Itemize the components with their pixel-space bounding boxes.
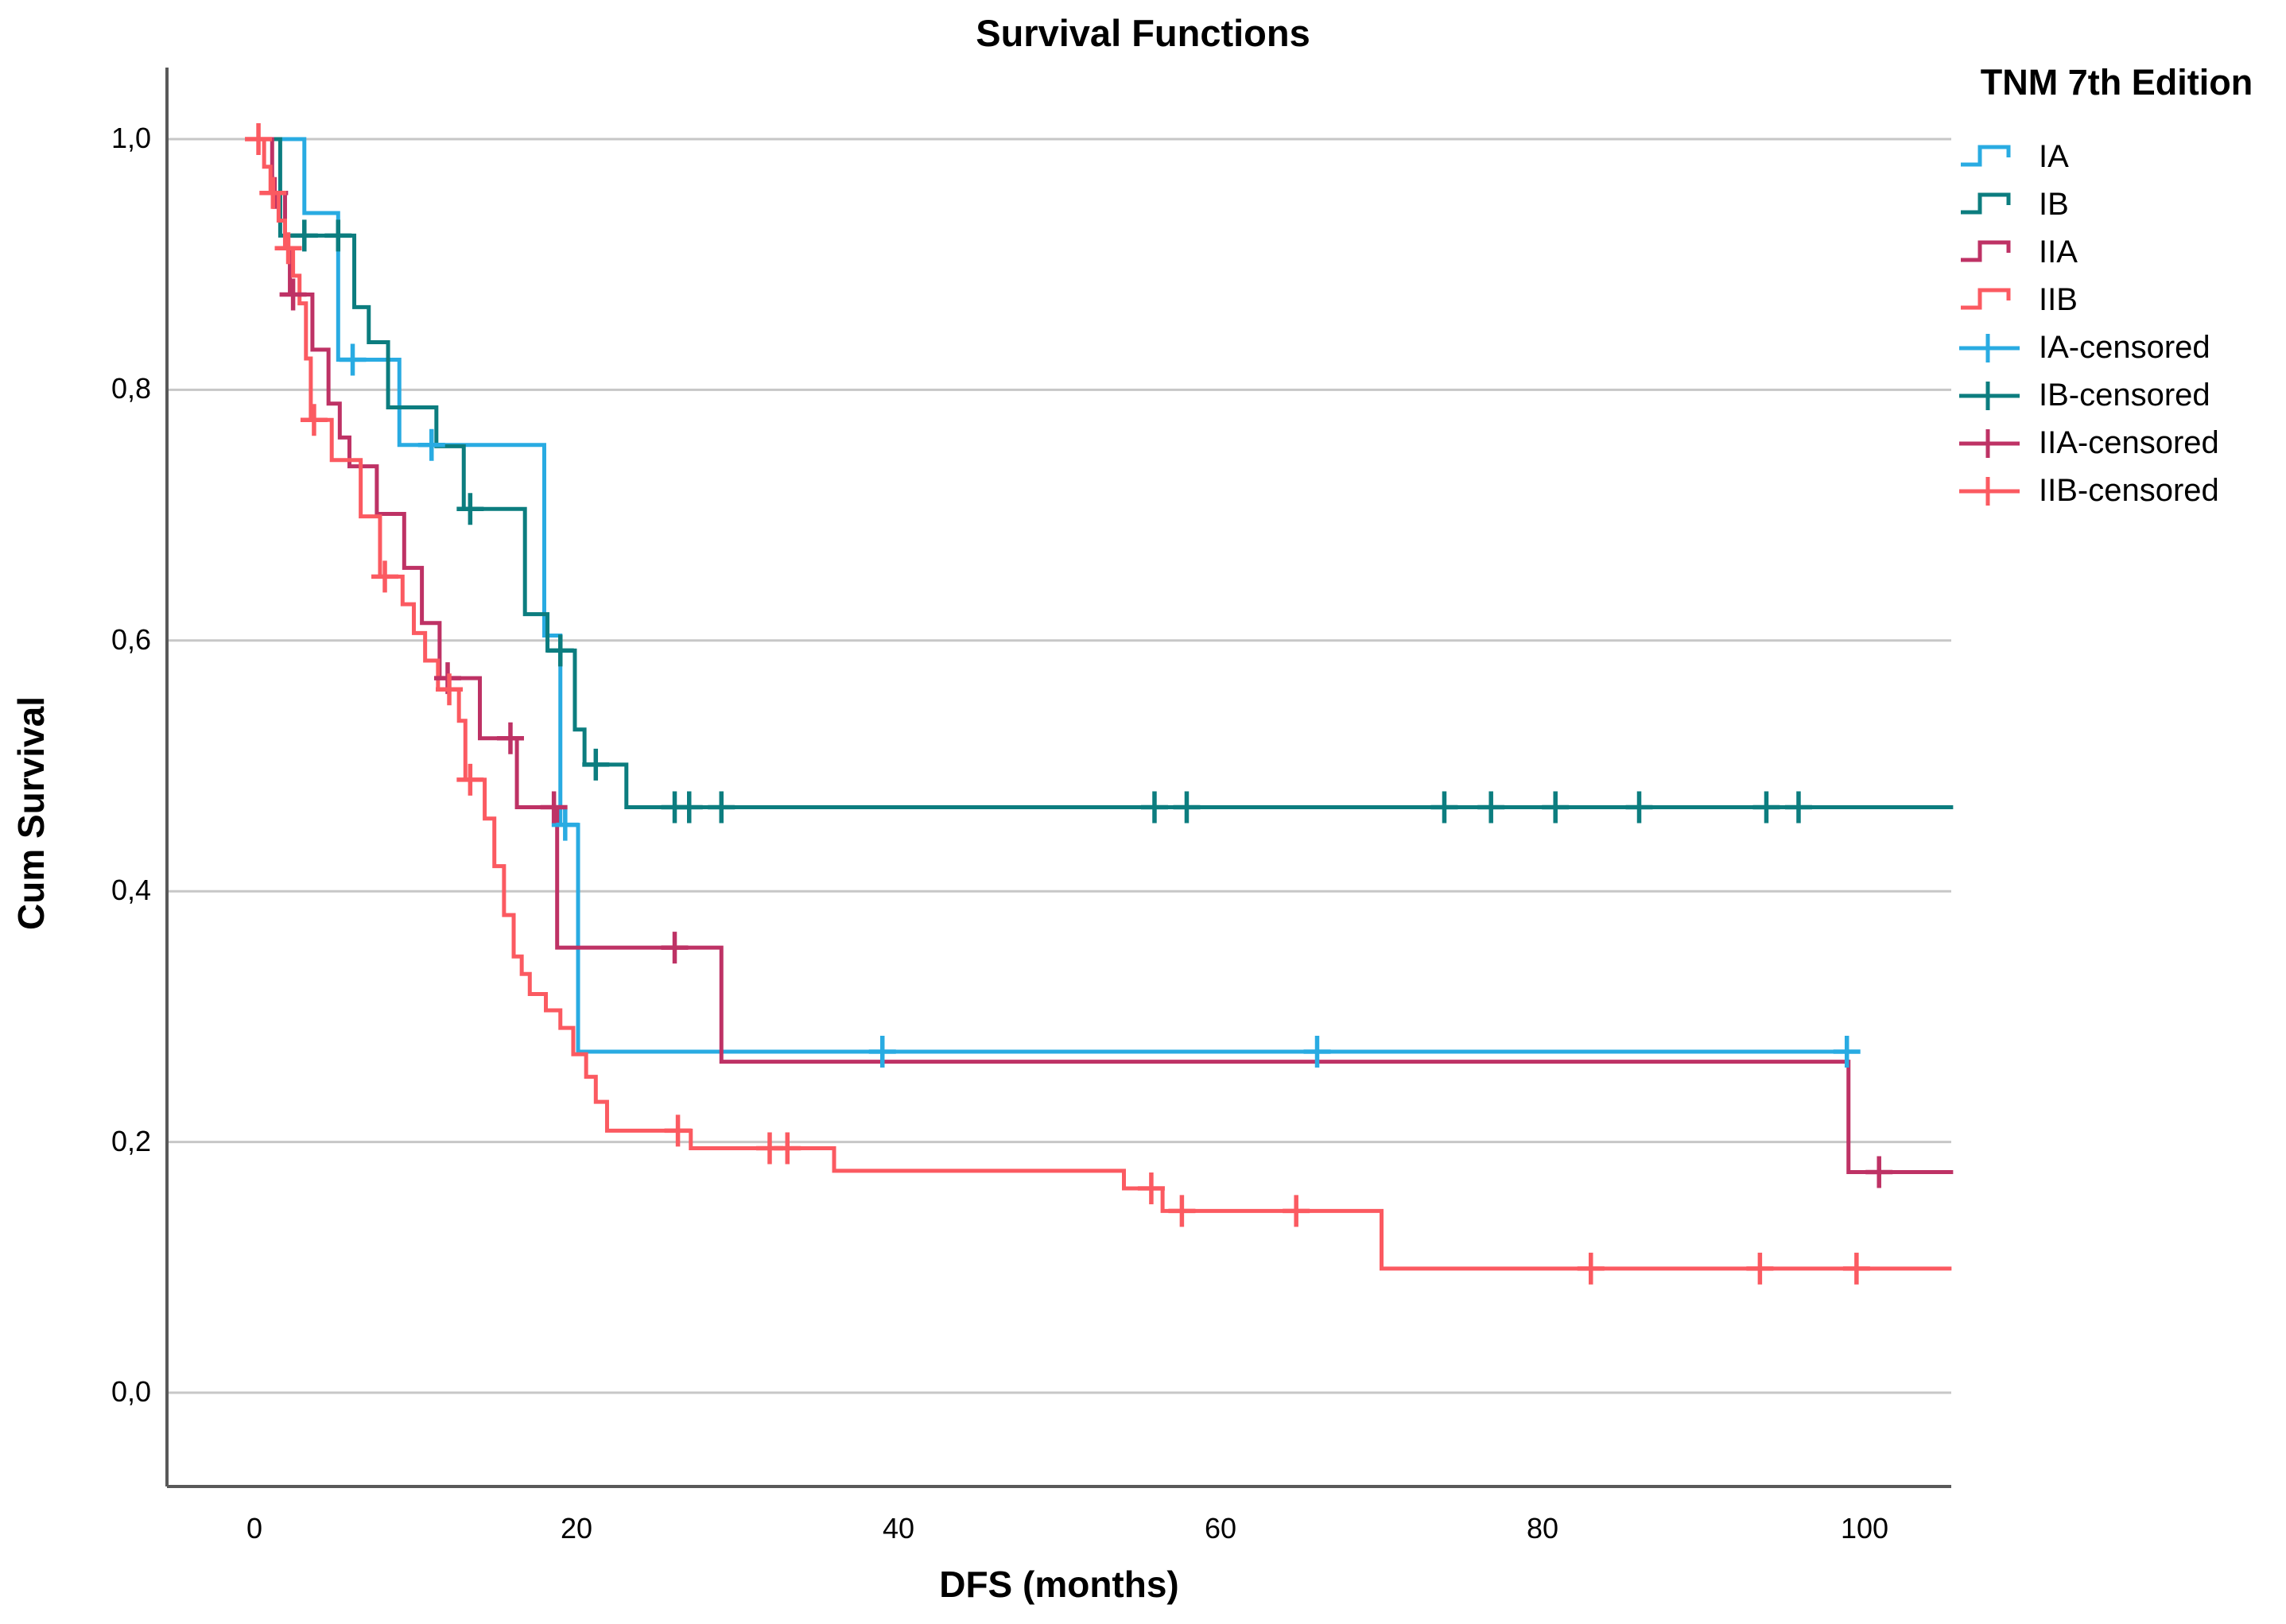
censor-mark-IIB bbox=[664, 1114, 692, 1147]
censor-mark-IIB bbox=[1283, 1195, 1310, 1227]
legend-item-IA: IA bbox=[1958, 134, 2284, 181]
legend-item-IIA: IIA bbox=[1958, 229, 2284, 277]
censor-mark-IB bbox=[456, 493, 484, 525]
censor-mark-IB bbox=[324, 219, 352, 252]
step-line-icon bbox=[1961, 145, 2011, 167]
step-line-icon bbox=[1961, 288, 2011, 310]
censored-cross-icon bbox=[1959, 333, 2020, 362]
y-tick-label-0,6: 0,6 bbox=[111, 622, 151, 656]
step-line-icon bbox=[1961, 192, 2011, 215]
censor-mark-IIB bbox=[274, 232, 302, 265]
x-tick-label-0: 0 bbox=[246, 1512, 263, 1545]
censor-mark-IIB bbox=[436, 673, 464, 706]
legend-item-IIA-censored: IIA-censored bbox=[1958, 420, 2284, 467]
censor-mark-IIB bbox=[456, 763, 484, 796]
legend-item-label: IB bbox=[2039, 187, 2069, 223]
km-curve-IIB bbox=[254, 137, 1952, 1271]
y-axis-title: Cum Survival bbox=[10, 696, 52, 930]
y-tick-label-0,8: 0,8 bbox=[111, 372, 151, 405]
censor-mark-IB bbox=[1430, 791, 1458, 824]
y-tick-label-0,2: 0,2 bbox=[111, 1124, 151, 1157]
censor-mark-IIA bbox=[279, 278, 307, 311]
legend-item-IB: IB bbox=[1958, 181, 2284, 229]
censor-mark-IB bbox=[1784, 791, 1812, 824]
legend-item-IA-censored: IA-censored bbox=[1958, 324, 2284, 372]
y-tick-label-1,0: 1,0 bbox=[111, 122, 151, 154]
legend-item-IB-censored: IB-censored bbox=[1958, 372, 2284, 420]
censored-cross-icon bbox=[1959, 428, 2020, 458]
step-line-icon bbox=[1961, 240, 2011, 262]
legend-item-label: IIA-censored bbox=[2039, 425, 2219, 461]
censor-mark-IIA bbox=[1865, 1156, 1893, 1188]
censor-mark-IB bbox=[1752, 791, 1780, 824]
censor-mark-IIB bbox=[1746, 1252, 1774, 1285]
censor-mark-IIB bbox=[259, 176, 287, 209]
censored-cross-icon bbox=[1959, 381, 2020, 410]
legend-rows: IA IB IIA IIB IA-censored IB-censored IIA-cens… bbox=[1958, 134, 2284, 515]
km-curve-IB bbox=[254, 137, 1954, 810]
censor-mark-IB bbox=[1140, 791, 1168, 824]
x-tick-label-20: 20 bbox=[560, 1512, 593, 1545]
censor-mark-IIB bbox=[300, 404, 328, 436]
x-axis-title: DFS (months) bbox=[939, 1564, 1179, 1605]
x-tick-label-80: 80 bbox=[1526, 1512, 1559, 1545]
legend: TNM 7th Edition IA IB IIA IIB IA-censored IB-… bbox=[1958, 62, 2284, 515]
legend-item-label: IIB-censored bbox=[2039, 473, 2219, 509]
censor-mark-IIB bbox=[1137, 1172, 1165, 1204]
censor-mark-IB bbox=[1625, 791, 1653, 824]
x-tick-label-40: 40 bbox=[882, 1512, 915, 1545]
censor-mark-IB bbox=[708, 791, 735, 824]
censor-mark-IB bbox=[675, 791, 703, 824]
censor-mark-IIB bbox=[371, 560, 399, 593]
censor-mark-IIB bbox=[1168, 1195, 1196, 1227]
km-curve-IA bbox=[254, 137, 1858, 1054]
legend-item-label: IB-censored bbox=[2039, 378, 2210, 413]
censor-mark-IIB bbox=[774, 1132, 801, 1165]
censor-mark-IB bbox=[290, 219, 318, 252]
censor-mark-IA bbox=[339, 343, 367, 376]
legend-item-IIB: IIB bbox=[1958, 277, 2284, 324]
censor-mark-IIA bbox=[540, 791, 568, 824]
legend-item-label: IA bbox=[2039, 139, 2069, 175]
censor-mark-IA bbox=[1303, 1036, 1331, 1068]
censor-mark-IA bbox=[868, 1036, 896, 1068]
censor-mark-IIA bbox=[496, 722, 524, 754]
legend-item-label: IIA bbox=[2039, 234, 2078, 270]
legend-item-label: IIB bbox=[2039, 282, 2078, 318]
x-tick-label-100: 100 bbox=[1840, 1512, 1889, 1545]
censor-mark-IA bbox=[1833, 1036, 1861, 1068]
y-tick-label-0,4: 0,4 bbox=[111, 874, 151, 907]
legend-title: TNM 7th Edition bbox=[1980, 62, 2253, 103]
km-curve-IIA bbox=[254, 137, 1954, 1174]
censor-mark-IA bbox=[417, 428, 445, 461]
chart-title: Survival Functions bbox=[976, 12, 1310, 54]
censor-mark-IIB bbox=[1577, 1252, 1605, 1285]
legend-item-IIB-censored: IIB-censored bbox=[1958, 467, 2284, 515]
censor-mark-IB bbox=[1477, 791, 1505, 824]
censor-mark-IB bbox=[546, 634, 574, 667]
censor-mark-IB bbox=[582, 748, 610, 781]
censor-mark-IA bbox=[551, 808, 579, 841]
censor-mark-IIB bbox=[1842, 1252, 1870, 1285]
censor-mark-IB bbox=[1542, 791, 1570, 824]
censor-mark-IIA bbox=[661, 932, 689, 964]
x-tick-label-60: 60 bbox=[1204, 1512, 1237, 1545]
censored-cross-icon bbox=[1959, 476, 2020, 506]
censor-mark-IB bbox=[1173, 791, 1201, 824]
censor-mark-IIB bbox=[245, 123, 273, 155]
legend-item-label: IA-censored bbox=[2039, 330, 2210, 366]
y-tick-label-0,0: 0,0 bbox=[111, 1375, 151, 1408]
